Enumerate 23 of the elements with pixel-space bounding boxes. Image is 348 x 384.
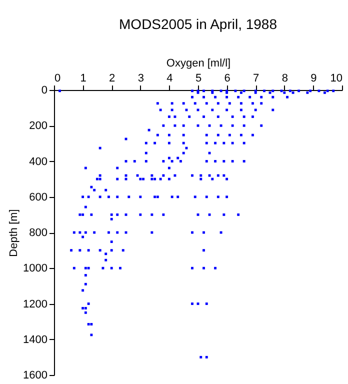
x-tick-label: 10 (330, 72, 342, 84)
y-axis-title: Depth [m] (8, 209, 20, 257)
x-tick-label: 7 (253, 72, 260, 84)
chart-title: MODS2005 in April, 1988 (119, 16, 278, 32)
x-tick-label: 2 (109, 72, 116, 84)
y-tick-label: 1600 (23, 370, 48, 382)
x-tick-label: 6 (224, 72, 230, 84)
y-tick-label: 1400 (23, 334, 48, 346)
x-tick-label: 9 (310, 72, 317, 84)
y-tick-label: 600 (29, 191, 48, 204)
x-tick-label: 5 (195, 72, 202, 84)
x-tick-label: 8 (282, 72, 288, 84)
x-tick-label: 1 (80, 72, 86, 84)
x-tick-label: 3 (138, 72, 144, 84)
y-tick-label: 1000 (23, 262, 48, 275)
y-tick-label: 200 (29, 120, 48, 132)
x-tick-label: 0 (54, 72, 61, 84)
y-tick-label: 1200 (23, 298, 48, 310)
x-axis-title: Oxygen [ml/l] (166, 58, 231, 70)
y-tick-label: 0 (41, 84, 48, 96)
x-tick-label: 4 (166, 72, 173, 84)
y-tick-label: 400 (29, 156, 48, 168)
y-tick-label: 800 (29, 227, 48, 239)
